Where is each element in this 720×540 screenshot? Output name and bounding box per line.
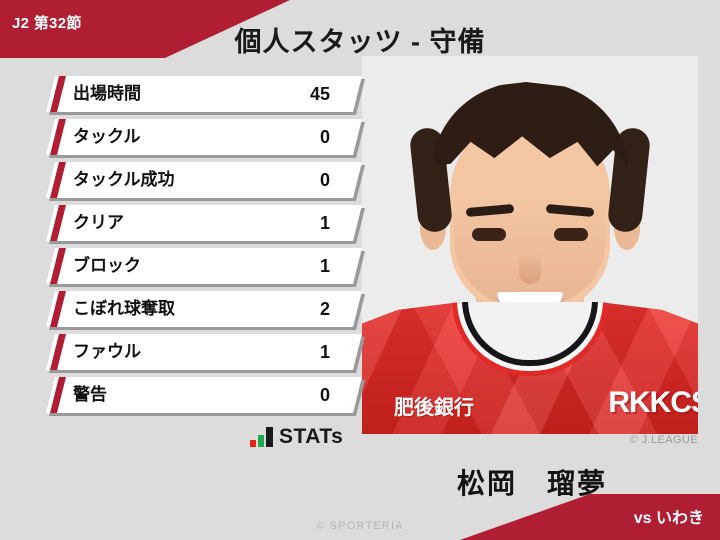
stat-label: 出場時間 (73, 84, 141, 103)
player-photo: 肥後銀行 RKKCS (362, 56, 698, 434)
stat-value: 45 (309, 84, 330, 104)
stat-row: こぼれ球奪取 2 (46, 291, 365, 330)
stat-label: クリア (73, 213, 124, 232)
stat-value: 0 (319, 170, 330, 190)
stat-label: ファウル (73, 342, 141, 361)
stat-row: ファウル 1 (46, 334, 365, 373)
watermark: © SPORTERIA (316, 520, 404, 532)
stat-label: ブロック (73, 256, 141, 275)
player-eye-left (472, 228, 506, 241)
player-eye-right (554, 228, 588, 241)
stat-row: 出場時間 45 (46, 76, 365, 115)
stats-brand-label: STATs (279, 425, 344, 448)
player-jersey: 肥後銀行 RKKCS (362, 302, 698, 434)
stat-row: ブロック 1 (46, 248, 365, 287)
stat-row-plate (46, 248, 362, 284)
stat-value: 1 (319, 342, 330, 362)
bar-chart-icon-red-bar (250, 440, 256, 447)
stat-row-plate (46, 205, 362, 241)
stat-label: タックル成功 (73, 170, 175, 189)
league-badge-label: J2 第32節 (12, 15, 82, 32)
stats-list: 出場時間 45 タックル 0 タックル成功 0 クリア 1 (46, 76, 365, 420)
stat-row: クリア 1 (46, 205, 365, 244)
stat-row-plate (46, 162, 362, 198)
stat-label: タックル (73, 127, 141, 146)
jersey-sponsor-right: RKKCS (608, 386, 698, 419)
stat-row-plate (46, 377, 362, 413)
bar-chart-icon-green-bar (258, 435, 264, 447)
stat-value: 0 (319, 127, 330, 147)
jersey-collar (468, 302, 592, 360)
player-name: 松岡 瑠夢 (456, 468, 607, 499)
opponent-label: vs いわき (633, 510, 704, 527)
bar-chart-icon (250, 427, 273, 447)
stat-value: 0 (319, 385, 330, 405)
stat-row-plate (46, 119, 362, 155)
stat-row-plate (46, 291, 362, 327)
stat-value: 1 (319, 213, 330, 233)
stat-row-plate (46, 334, 362, 370)
stat-row: タックル 0 (46, 119, 365, 158)
stat-row-plate (46, 76, 362, 112)
stat-value: 1 (319, 256, 330, 276)
stat-label: 警告 (73, 385, 107, 404)
jersey-sponsor-left: 肥後銀行 (394, 397, 474, 419)
page-title: 個人スタッツ - 守備 (234, 27, 486, 57)
stat-value: 2 (319, 299, 330, 319)
stat-row: タックル成功 0 (46, 162, 365, 201)
player-nose (519, 252, 541, 284)
bar-chart-icon-black-bar (266, 427, 273, 447)
player-portrait: 肥後銀行 RKKCS (362, 56, 698, 434)
photo-credit: © J.LEAGUE (629, 434, 698, 446)
stat-label: こぼれ球奪取 (73, 299, 175, 318)
stats-brand-logo: STATs (250, 421, 343, 447)
stat-row: 警告 0 (46, 377, 365, 416)
